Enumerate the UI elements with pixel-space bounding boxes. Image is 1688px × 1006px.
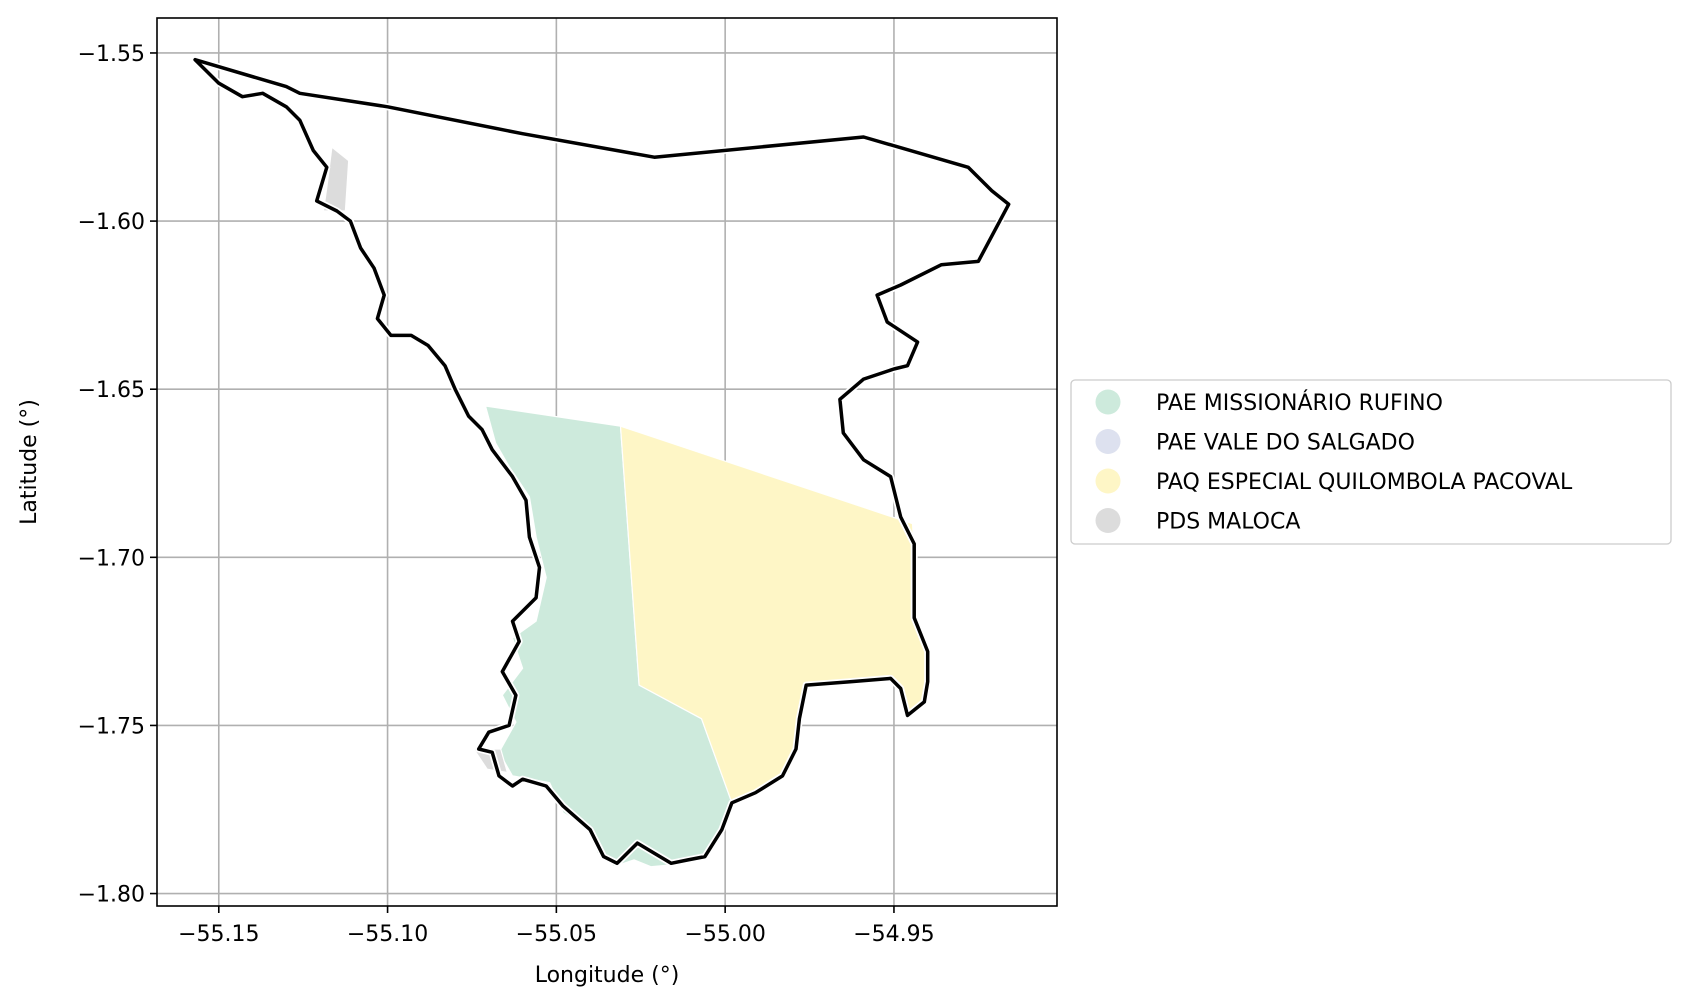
y-tick-label: −1.75 (78, 714, 145, 739)
legend-entries: PAE MISSIONÁRIO RUFINO PAE VALE DO SALGAD… (1095, 389, 1573, 535)
legend-marker (1095, 389, 1121, 415)
axis-ticks: −55.15 −55.10 −55.05 −55.00 −54.95 −1.55 −1.60… (78, 42, 935, 947)
legend-label: PAE MISSIONÁRIO RUFINO (1156, 390, 1443, 416)
legend-entry: PAQ ESPECIAL QUILOMBOLA PACOVAL (1095, 468, 1573, 495)
legend-marker (1095, 429, 1121, 454)
legend-entry: PAE VALE DO SALGADO (1095, 429, 1415, 456)
legend-label: PDS MALOCA (1156, 510, 1300, 535)
axes-frame (156, 17, 1058, 907)
y-tick-label: −1.60 (78, 210, 145, 235)
y-tick-label: −1.55 (78, 42, 145, 67)
y-tick-label: −1.70 (78, 546, 145, 571)
legend-entry: PDS MALOCA (1095, 508, 1300, 535)
legend: PAE MISSIONÁRIO RUFINO PAE VALE DO SALGAD… (1070, 379, 1672, 545)
x-tick-label: −55.15 (178, 922, 259, 947)
legend-marker (1095, 508, 1121, 533)
y-axis-label: Latitude (°) (17, 399, 42, 525)
legend-frame (1070, 379, 1672, 545)
x-tick-label: −54.95 (853, 922, 934, 947)
legend-marker (1095, 468, 1121, 494)
x-tick-label: −55.00 (684, 922, 765, 947)
y-tick-label: −1.65 (78, 378, 145, 403)
settlement-regions (322, 145, 930, 868)
x-tick-label: −55.05 (516, 922, 597, 947)
legend-label: PAE VALE DO SALGADO (1156, 431, 1415, 456)
municipality-boundary (191, 56, 1013, 867)
x-axis-label: Longitude (°) (535, 963, 680, 988)
y-tick-label: −1.80 (78, 883, 145, 908)
legend-label: PAQ ESPECIAL QUILOMBOLA PACOVAL (1156, 470, 1573, 495)
legend-entry: PAE MISSIONÁRIO RUFINO (1095, 389, 1443, 416)
x-tick-label: −55.10 (347, 922, 428, 947)
boundary-line (193, 57, 1011, 866)
